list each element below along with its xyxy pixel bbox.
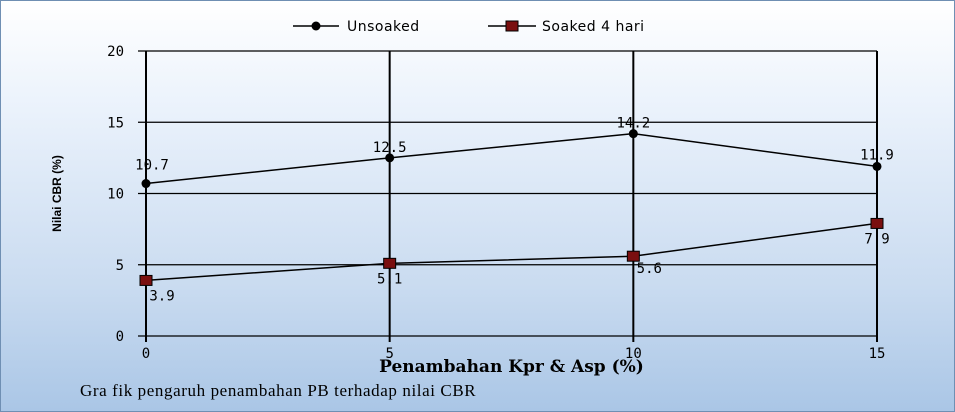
data-label: 12.5 (373, 140, 407, 156)
y-axis-title: Nilai CBR (%) (50, 155, 64, 232)
data-label: 5.6 (637, 261, 662, 277)
data-label: 10.7 (135, 158, 169, 174)
data-label: 7.9 (864, 231, 889, 247)
legend-label-soaked: Soaked 4 hari (542, 19, 645, 35)
y-tick-label: 0 (116, 329, 124, 345)
series-line-1 (145, 132, 878, 185)
data-label: 11.9 (860, 147, 894, 163)
data-point (385, 153, 395, 163)
chart-caption: Gra fik pengaruh penambahan PB terhadap … (80, 381, 477, 400)
data-point (626, 250, 640, 262)
legend-marker-soaked (505, 20, 519, 32)
x-tick-label: 5 (385, 346, 393, 362)
data-point (628, 129, 638, 139)
data-point (383, 257, 397, 269)
data-label: 14.2 (616, 116, 650, 132)
y-tick-label: 20 (107, 44, 124, 60)
data-point (872, 161, 882, 171)
series-line-2 (145, 222, 878, 282)
y-tick-label: 5 (116, 258, 124, 274)
legend-marker-unsoaked (311, 21, 321, 31)
y-tick-label: 15 (107, 115, 124, 131)
x-axis-title: Penambahan Kpr & Asp (%) (379, 357, 644, 377)
data-label: 5.1 (377, 271, 402, 287)
x-tick-label: 15 (869, 346, 886, 362)
legend-label-unsoaked: Unsoaked (347, 19, 420, 35)
data-label: 3.9 (149, 288, 174, 304)
data-point (141, 179, 151, 189)
data-point (139, 274, 153, 286)
x-tick-label: 10 (625, 346, 642, 362)
data-point (870, 217, 884, 229)
x-tick-label: 0 (142, 346, 150, 362)
y-tick-label: 10 (107, 187, 124, 203)
